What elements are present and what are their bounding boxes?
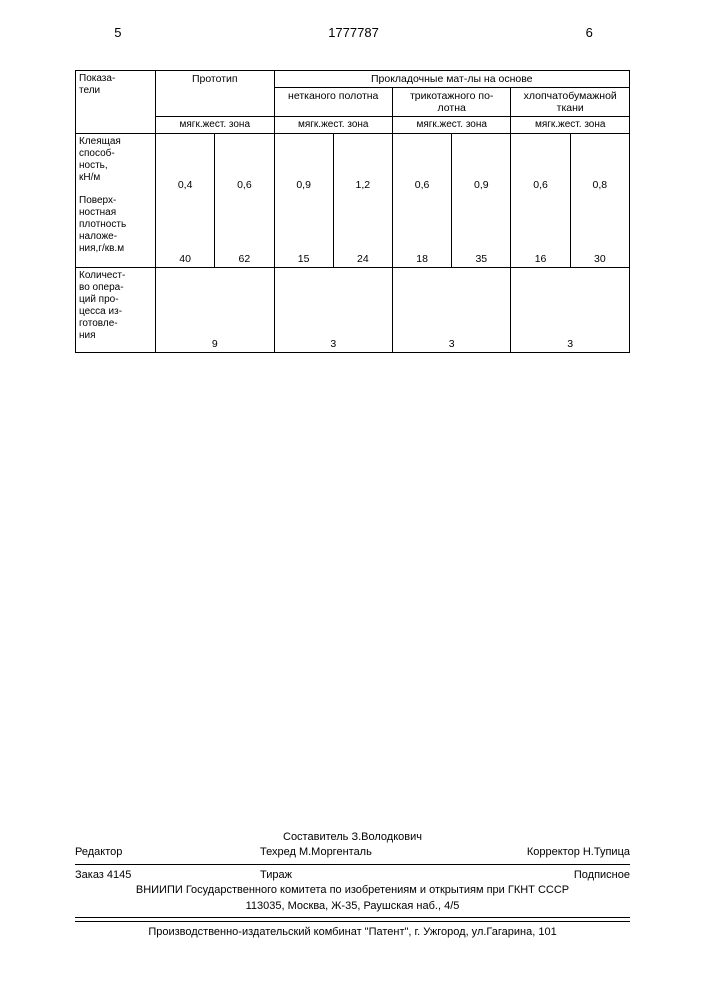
- table-cell: 9: [156, 267, 274, 352]
- col-header-indicators: Показа-тели: [76, 71, 156, 134]
- row3-label: Количест-во опера-ций про-цесса из-готов…: [76, 267, 156, 352]
- divider: [75, 864, 630, 865]
- org: ВНИИПИ Государственного комитета по изоб…: [75, 883, 630, 898]
- page-left: 5: [0, 25, 236, 40]
- corrector: Корректор Н.Тупица: [445, 845, 630, 860]
- table-cell: 62: [215, 193, 274, 268]
- publisher: Производственно-издательский комбинат "П…: [75, 925, 630, 940]
- zone-label: мягк.жест. зона: [511, 117, 630, 134]
- subgroup-nonwoven: нетканого полотна: [274, 88, 392, 117]
- address: 113035, Москва, Ж-35, Раушская наб., 4/5: [75, 899, 630, 914]
- editor-label: Редактор: [75, 845, 260, 860]
- subgroup-knitted: трикотажного по-лотна: [392, 88, 510, 117]
- divider: [75, 921, 630, 922]
- techred: Техред М.Моргенталь: [260, 845, 445, 860]
- table-cell: 24: [333, 193, 392, 268]
- table-cell: 1,2: [333, 133, 392, 193]
- footer: Составитель З.Володкович Редактор Техред…: [75, 830, 630, 940]
- table-cell: 0,4: [156, 133, 215, 193]
- table-cell: 0,6: [392, 133, 451, 193]
- table-cell: 0,9: [452, 133, 511, 193]
- table-cell: 0,9: [274, 133, 333, 193]
- page-right: 6: [471, 25, 707, 40]
- group-materials: Прокладочные мат-лы на основе: [274, 71, 630, 88]
- table-cell: 3: [274, 267, 392, 352]
- table-cell: 3: [392, 267, 510, 352]
- divider: [75, 917, 630, 918]
- compiler: Составитель З.Володкович: [75, 830, 630, 845]
- group-prototype: Прототип: [156, 71, 274, 117]
- row1-label: Клеящаяспособ-ность,кН/м: [76, 133, 156, 193]
- table-cell: 3: [511, 267, 630, 352]
- zone-label: мягк.жест. зона: [392, 117, 510, 134]
- order: Заказ 4145: [75, 868, 260, 883]
- table-cell: 0,6: [215, 133, 274, 193]
- tirazh: Тираж: [260, 868, 445, 883]
- data-table: Показа-тели Прототип Прокладочные мат-лы…: [75, 70, 630, 353]
- subscription: Подписное: [445, 868, 630, 883]
- doc-number: 1777787: [236, 25, 472, 40]
- table-cell: 0,8: [570, 133, 629, 193]
- table-cell: 0,6: [511, 133, 570, 193]
- table-cell: 35: [452, 193, 511, 268]
- table-cell: 40: [156, 193, 215, 268]
- row2-label: Поверх-ностнаяплотностьналоже-ния,г/кв.м: [76, 193, 156, 268]
- subgroup-cotton: хлопчатобумажнойткани: [511, 88, 630, 117]
- table-cell: 30: [570, 193, 629, 268]
- table-cell: 18: [392, 193, 451, 268]
- table-cell: 16: [511, 193, 570, 268]
- zone-label: мягк.жест. зона: [274, 117, 392, 134]
- table-cell: 15: [274, 193, 333, 268]
- zone-label: мягк.жест. зона: [156, 117, 274, 134]
- page-header: 5 1777787 6: [0, 25, 707, 40]
